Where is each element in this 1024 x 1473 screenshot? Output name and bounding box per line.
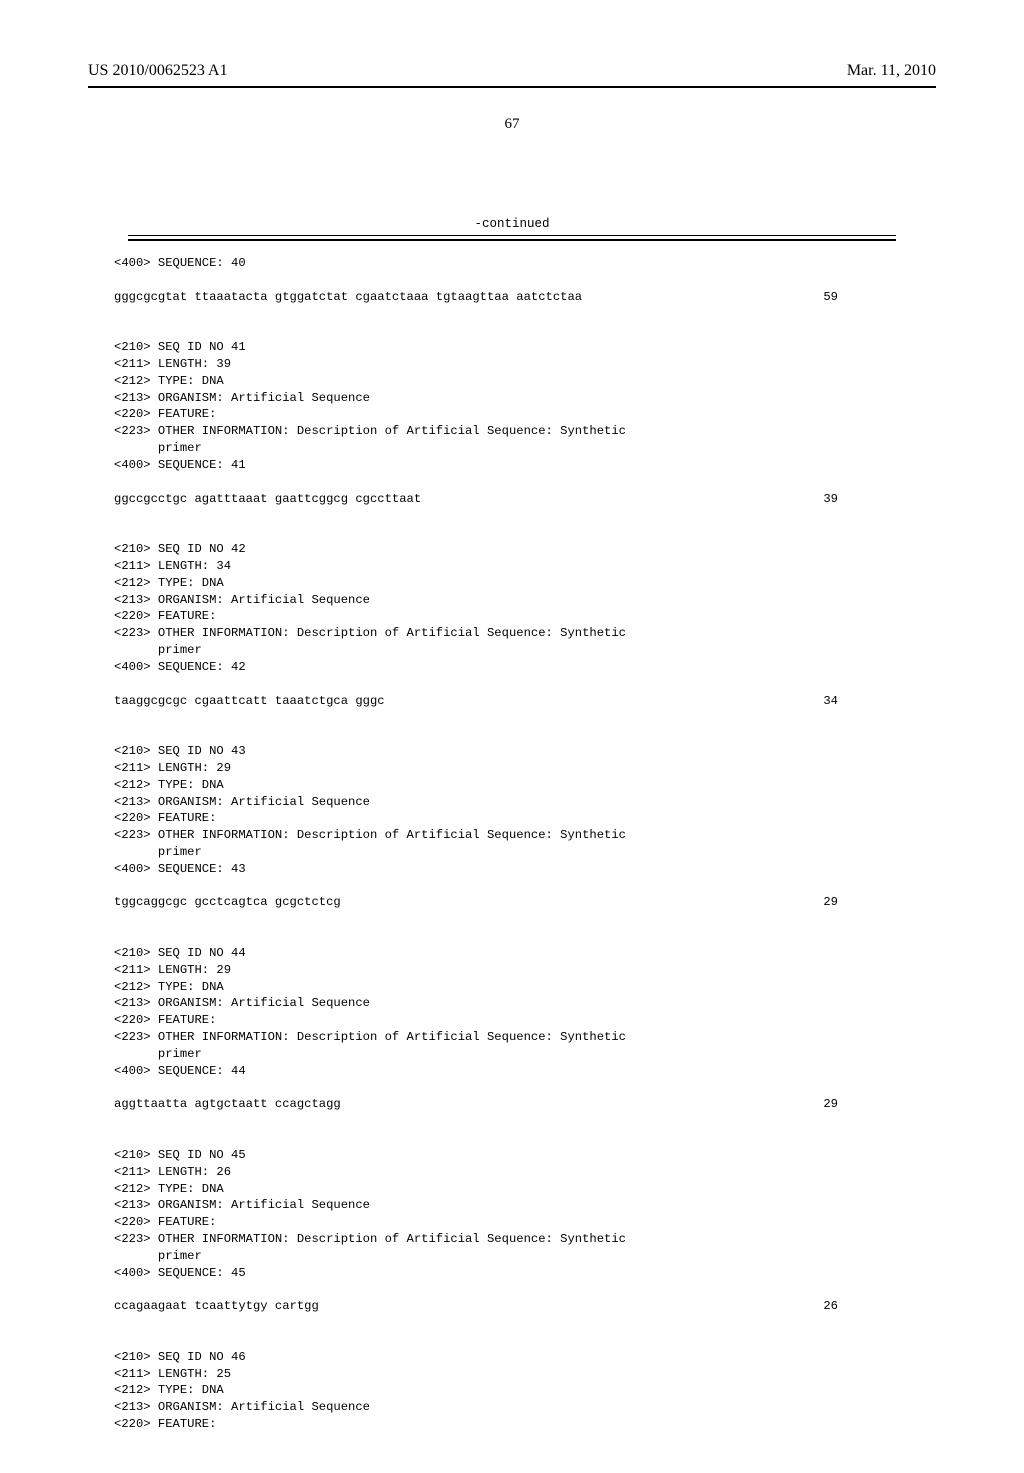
seq-meta-line: <223> OTHER INFORMATION: Description of … [114, 1231, 910, 1248]
sequence-length: 39 [823, 491, 910, 508]
seq-meta-line: <211> LENGTH: 29 [114, 962, 910, 979]
seq-meta-line: <223> OTHER INFORMATION: Description of … [114, 625, 910, 642]
sequence-text: taaggcgcgc cgaattcatt taaatctgca gggc [114, 693, 385, 710]
seq-meta-line: <400> SEQUENCE: 44 [114, 1063, 910, 1080]
seq-meta-line: <211> LENGTH: 39 [114, 356, 910, 373]
seq-meta-line: <220> FEATURE: [114, 1214, 910, 1231]
seq-meta-line: <220> FEATURE: [114, 810, 910, 827]
sequence-text: aggttaatta agtgctaatt ccagctagg [114, 1096, 341, 1113]
seq-meta-line: <210> SEQ ID NO 45 [114, 1147, 910, 1164]
seq-meta-line: <213> ORGANISM: Artificial Sequence [114, 1197, 910, 1214]
continued-block: -continued [128, 217, 896, 241]
seq-meta-line: primer [114, 440, 910, 457]
blank-line [114, 878, 910, 895]
blank-line [114, 272, 910, 289]
seq-meta-line: <220> FEATURE: [114, 1416, 910, 1433]
seq-meta-line: <211> LENGTH: 26 [114, 1164, 910, 1181]
sequence-line: tggcaggcgc gcctcagtca gcgctctcg 29 [114, 894, 910, 911]
seq-meta-line: <210> SEQ ID NO 43 [114, 743, 910, 760]
blank-line [114, 1282, 910, 1299]
seq-meta-line: <223> OTHER INFORMATION: Description of … [114, 423, 910, 440]
seq-meta-line: <220> FEATURE: [114, 1012, 910, 1029]
sequence-text: ggccgcctgc agatttaaat gaattcggcg cgcctta… [114, 491, 421, 508]
seq-meta-line: <212> TYPE: DNA [114, 777, 910, 794]
seq-meta-line: <223> OTHER INFORMATION: Description of … [114, 1029, 910, 1046]
sequence-line: ccagaagaat tcaattytgy cartgg 26 [114, 1298, 910, 1315]
seq-meta-line: <400> SEQUENCE: 43 [114, 861, 910, 878]
seq-meta-line: <400> SEQUENCE: 40 [114, 255, 910, 272]
seq-meta-line: <210> SEQ ID NO 46 [114, 1349, 910, 1366]
seq-meta-line: primer [114, 844, 910, 861]
publication-date: Mar. 11, 2010 [847, 62, 936, 80]
header-rule [88, 86, 936, 88]
sequence-length: 29 [823, 1096, 910, 1113]
seq-meta-line: <400> SEQUENCE: 45 [114, 1265, 910, 1282]
seq-meta-line: <213> ORGANISM: Artificial Sequence [114, 1399, 910, 1416]
seq-meta-line: <213> ORGANISM: Artificial Sequence [114, 995, 910, 1012]
seq-meta-line: <220> FEATURE: [114, 406, 910, 423]
seq-meta-line: <212> TYPE: DNA [114, 1181, 910, 1198]
seq-meta-line: <220> FEATURE: [114, 608, 910, 625]
seq-meta-line: <223> OTHER INFORMATION: Description of … [114, 827, 910, 844]
page-number: 67 [88, 116, 936, 133]
seq-meta-line: primer [114, 642, 910, 659]
seq-meta-line: <213> ORGANISM: Artificial Sequence [114, 592, 910, 609]
sequence-text: gggcgcgtat ttaaatacta gtggatctat cgaatct… [114, 289, 582, 306]
seq-meta-line: <212> TYPE: DNA [114, 575, 910, 592]
seq-meta-line: <213> ORGANISM: Artificial Sequence [114, 390, 910, 407]
seq-meta-line: <211> LENGTH: 29 [114, 760, 910, 777]
seq-meta-line: primer [114, 1248, 910, 1265]
sequence-line: taaggcgcgc cgaattcatt taaatctgca gggc 34 [114, 693, 910, 710]
sequence-line: ggccgcctgc agatttaaat gaattcggcg cgcctta… [114, 491, 910, 508]
seq-meta-line: <213> ORGANISM: Artificial Sequence [114, 794, 910, 811]
page-header: US 2010/0062523 A1 Mar. 11, 2010 [88, 62, 936, 80]
seq-meta-line: <211> LENGTH: 34 [114, 558, 910, 575]
sequence-listing: <400> SEQUENCE: 40 gggcgcgtat ttaaatacta… [114, 255, 910, 1433]
blank-line [114, 1080, 910, 1097]
blank-line [114, 474, 910, 491]
blank-line [114, 676, 910, 693]
sequence-length: 26 [823, 1298, 910, 1315]
seq-meta-line: <212> TYPE: DNA [114, 1382, 910, 1399]
sequence-line: aggttaatta agtgctaatt ccagctagg 29 [114, 1096, 910, 1113]
seq-meta-line: <400> SEQUENCE: 42 [114, 659, 910, 676]
seq-meta-line: <212> TYPE: DNA [114, 373, 910, 390]
seq-meta-line: <210> SEQ ID NO 44 [114, 945, 910, 962]
continued-rule [128, 235, 896, 241]
seq-meta-line: <210> SEQ ID NO 42 [114, 541, 910, 558]
seq-meta-line: <212> TYPE: DNA [114, 979, 910, 996]
seq-meta-line: <210> SEQ ID NO 41 [114, 339, 910, 356]
publication-number: US 2010/0062523 A1 [88, 62, 228, 80]
seq-meta-line: primer [114, 1046, 910, 1063]
seq-meta-line: <400> SEQUENCE: 41 [114, 457, 910, 474]
sequence-text: ccagaagaat tcaattytgy cartgg [114, 1298, 319, 1315]
sequence-line: gggcgcgtat ttaaatacta gtggatctat cgaatct… [114, 289, 910, 306]
sequence-length: 34 [823, 693, 910, 710]
sequence-length: 59 [823, 289, 910, 306]
continued-label: -continued [128, 217, 896, 231]
sequence-text: tggcaggcgc gcctcagtca gcgctctcg [114, 894, 341, 911]
sequence-length: 29 [823, 894, 910, 911]
seq-meta-line: <211> LENGTH: 25 [114, 1366, 910, 1383]
